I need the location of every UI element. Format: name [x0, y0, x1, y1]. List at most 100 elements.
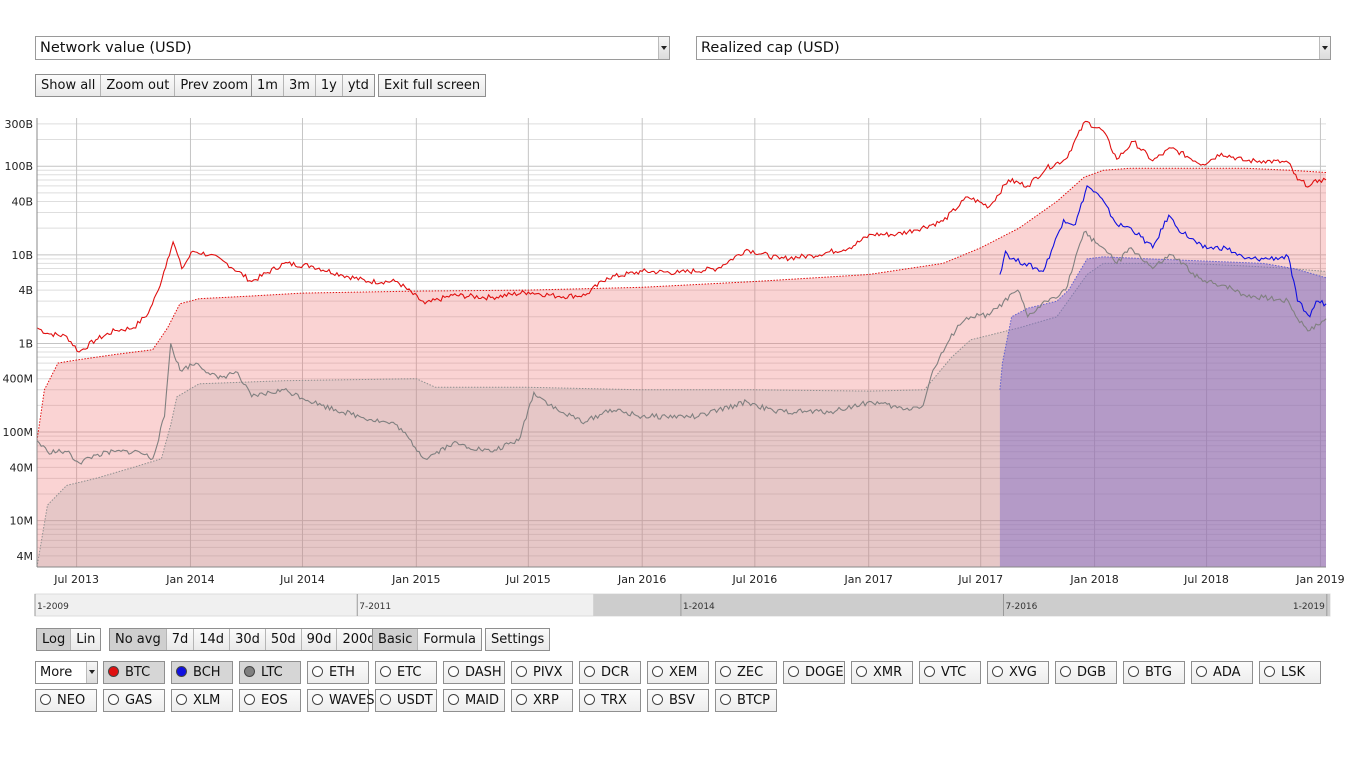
coin-toggle-xem[interactable]: XEM: [647, 661, 709, 684]
avg-50d-button[interactable]: 50d: [265, 629, 302, 650]
coin-label: XMR: [873, 665, 903, 680]
avg-200d-button[interactable]: 200d: [337, 629, 381, 650]
coin-toggle-btcp[interactable]: BTCP: [715, 689, 777, 712]
coin-label: DCR: [601, 665, 630, 680]
coin-toggle-dgb[interactable]: DGB: [1055, 661, 1117, 684]
coin-toggle-eth[interactable]: ETH: [307, 661, 369, 684]
coin-label: BSV: [669, 693, 695, 708]
navigator-tick-label: 1-2019: [1293, 602, 1325, 612]
radio-dot-icon: [448, 666, 459, 677]
coin-toggle-bsv[interactable]: BSV: [647, 689, 709, 712]
coin-toggle-waves[interactable]: WAVES: [307, 689, 375, 712]
coin-toggle-ltc[interactable]: LTC: [239, 661, 301, 684]
series-area-edge-5: [999, 256, 1327, 390]
range-ytd-button[interactable]: ytd: [342, 75, 374, 96]
radio-dot-icon: [584, 666, 595, 677]
lin-scale-button[interactable]: Lin: [71, 629, 101, 650]
coin-toggle-lsk[interactable]: LSK: [1259, 661, 1321, 684]
x-tick-label: Jan 2015: [391, 573, 440, 586]
radio-dot-icon: [516, 694, 527, 705]
navigator-tick-label: 7-2011: [359, 602, 391, 612]
coin-label: BTG: [1145, 665, 1172, 680]
y-tick-label: 100M: [3, 426, 34, 439]
radio-dot-icon: [1060, 666, 1071, 677]
avg-7d-button[interactable]: 7d: [166, 629, 195, 650]
coin-toggle-zec[interactable]: ZEC: [715, 661, 777, 684]
radio-dot-icon: [856, 666, 867, 677]
y-tick-label: 4B: [18, 284, 33, 297]
radio-dot-icon: [516, 666, 527, 677]
coin-toggle-btg[interactable]: BTG: [1123, 661, 1185, 684]
range-1y-button[interactable]: 1y: [315, 75, 343, 96]
radio-dot-icon: [176, 666, 187, 677]
coin-toggle-vtc[interactable]: VTC: [919, 661, 981, 684]
more-select[interactable]: More: [35, 661, 98, 684]
coin-toggle-gas[interactable]: GAS: [103, 689, 165, 712]
chevron-down-icon: [658, 37, 669, 59]
coin-label: XRP: [533, 693, 559, 708]
coin-toggle-trx[interactable]: TRX: [579, 689, 641, 712]
prev-zoom-button[interactable]: Prev zoom: [175, 75, 254, 96]
coin-label: ZEC: [737, 665, 764, 680]
series-line-0: [36, 120, 1327, 353]
radio-dot-icon: [244, 694, 255, 705]
coin-toggle-xlm[interactable]: XLM: [171, 689, 233, 712]
avg-14d-button[interactable]: 14d: [194, 629, 231, 650]
coin-toggle-bch[interactable]: BCH: [171, 661, 233, 684]
more-select-value: More: [40, 665, 73, 680]
avg-none-button[interactable]: No avg: [110, 629, 167, 650]
coin-toggle-ada[interactable]: ADA: [1191, 661, 1253, 684]
radio-dot-icon: [380, 666, 391, 677]
x-tick-label: Jul 2016: [731, 573, 777, 586]
coin-toggle-xmr[interactable]: XMR: [851, 661, 913, 684]
formula-mode-button[interactable]: Formula: [418, 629, 481, 650]
coin-toggle-dcr[interactable]: DCR: [579, 661, 641, 684]
coin-toggle-xrp[interactable]: XRP: [511, 689, 573, 712]
coin-label: XLM: [193, 693, 221, 708]
y-tick-label: 300B: [4, 118, 33, 131]
right-metric-select[interactable]: Realized cap (USD): [696, 36, 1331, 60]
coin-toggle-doge[interactable]: DOGE: [783, 661, 845, 684]
coin-label: ETH: [329, 665, 355, 680]
coin-toggle-etc[interactable]: ETC: [375, 661, 437, 684]
coin-toggle-pivx[interactable]: PIVX: [511, 661, 573, 684]
zoom-out-button[interactable]: Zoom out: [101, 75, 176, 96]
settings-button[interactable]: Settings: [486, 629, 550, 650]
range-3m-button[interactable]: 3m: [283, 75, 316, 96]
navigator-selection[interactable]: [593, 594, 1330, 616]
coin-toggle-eos[interactable]: EOS: [239, 689, 301, 712]
coin-label: USDT: [397, 693, 433, 708]
radio-dot-icon: [40, 694, 51, 705]
coin-label: PIVX: [533, 665, 563, 680]
coin-toggle-xvg[interactable]: XVG: [987, 661, 1049, 684]
coin-toggle-btc[interactable]: BTC: [103, 661, 165, 684]
range-1m-button[interactable]: 1m: [252, 75, 284, 96]
coin-label: EOS: [261, 693, 288, 708]
range-navigator[interactable]: 1-2009 7-2011 1-2014 7-2016 1-2019: [0, 592, 1366, 618]
avg-90d-button[interactable]: 90d: [301, 629, 338, 650]
radio-dot-icon: [380, 694, 391, 705]
series-area-3: [37, 168, 1326, 567]
log-scale-button[interactable]: Log: [37, 629, 72, 650]
y-tick-label: 10M: [10, 515, 34, 528]
mode-group: Basic Formula: [372, 628, 482, 651]
exit-fullscreen-button[interactable]: Exit full screen: [379, 75, 486, 96]
coin-label: XEM: [669, 665, 698, 680]
x-tick-label: Jul 2013: [53, 573, 99, 586]
coin-label: DOGE: [805, 665, 844, 680]
coin-toggle-neo[interactable]: NEO: [35, 689, 97, 712]
coin-toggle-maid[interactable]: MAID: [443, 689, 505, 712]
scale-group: Log Lin: [36, 628, 102, 651]
coin-toggle-usdt[interactable]: USDT: [375, 689, 437, 712]
left-metric-select[interactable]: Network value (USD): [35, 36, 670, 60]
right-metric-value: Realized cap (USD): [701, 40, 840, 56]
series-area-5: [999, 256, 1326, 567]
avg-30d-button[interactable]: 30d: [230, 629, 266, 650]
basic-mode-button[interactable]: Basic: [373, 629, 419, 650]
show-all-button[interactable]: Show all: [36, 75, 102, 96]
chart[interactable]: 300B 100B 40B 10B 4B 1B 400M 100M 40M 10M 4M Jul 20…: [0, 110, 1366, 592]
series-area-edge-3: [36, 167, 1327, 441]
x-tick-label: Jan 2018: [1069, 573, 1118, 586]
y-tick-label: 1B: [18, 337, 33, 350]
coin-toggle-dash[interactable]: DASH: [443, 661, 505, 684]
